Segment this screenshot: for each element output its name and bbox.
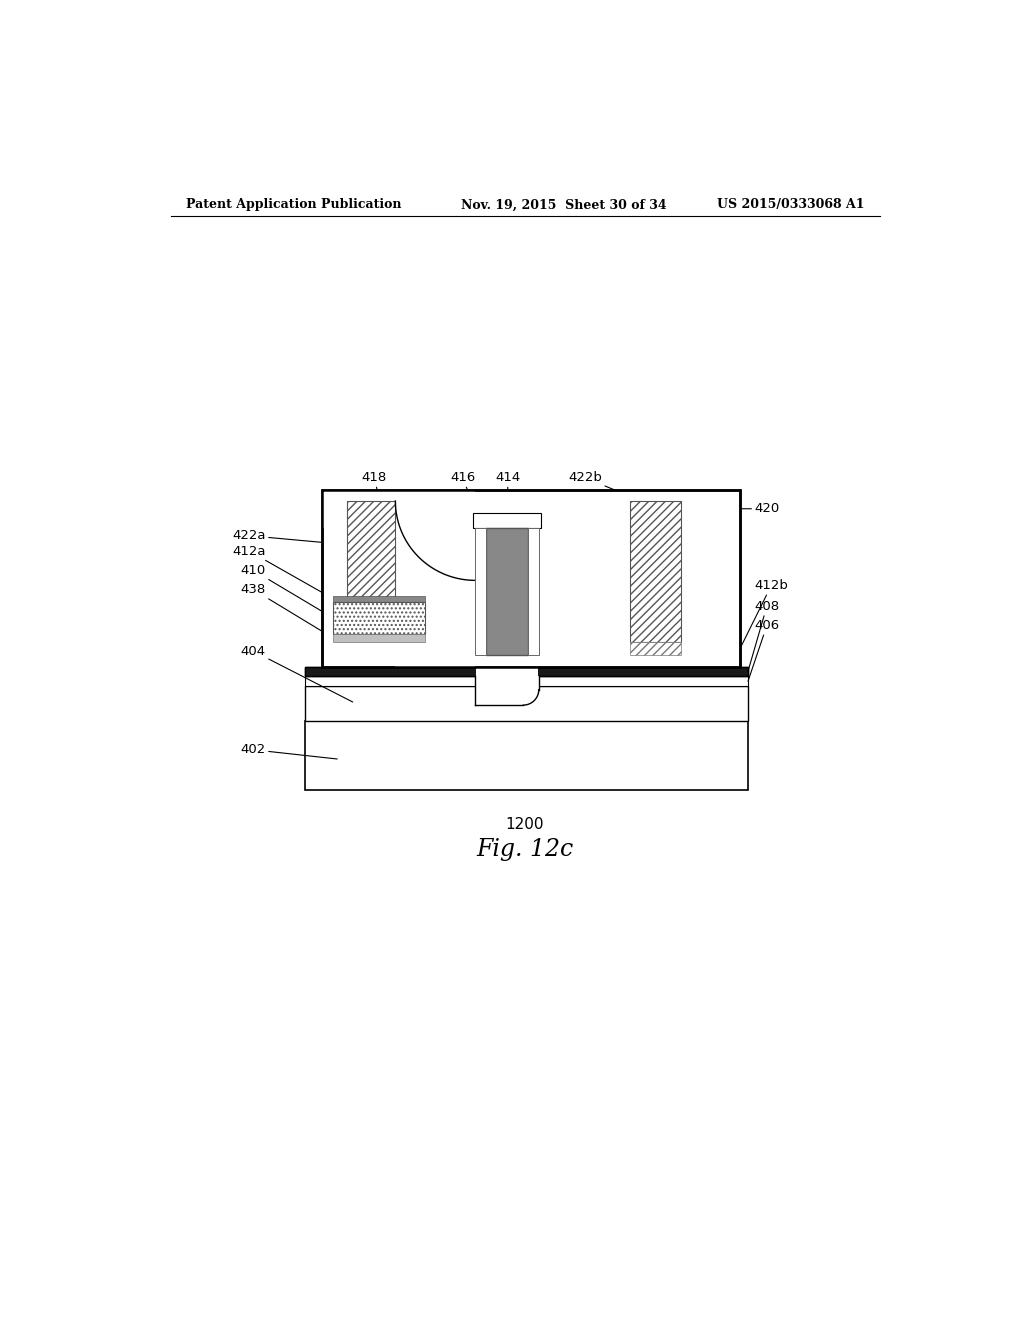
Bar (395, 502, 475, 667)
Bar (305, 667, 748, 676)
Text: 420: 420 (740, 502, 779, 515)
Text: 418: 418 (361, 471, 387, 503)
Text: 438: 438 (241, 583, 334, 638)
Bar (473, 512, 541, 528)
Text: Fig. 12c: Fig. 12c (476, 837, 573, 861)
Text: 412b: 412b (740, 579, 788, 648)
Text: Nov. 19, 2015  Sheet 30 of 34: Nov. 19, 2015 Sheet 30 of 34 (461, 198, 667, 211)
Bar (334, 602, 425, 635)
Bar (305, 721, 748, 789)
Bar (322, 490, 740, 667)
Text: 402: 402 (241, 743, 337, 759)
Text: 1200: 1200 (506, 817, 544, 832)
Text: 406: 406 (748, 619, 779, 681)
Bar (476, 667, 538, 676)
Text: 414: 414 (496, 471, 520, 515)
Bar (305, 667, 748, 676)
Text: US 2015/0333068 A1: US 2015/0333068 A1 (717, 198, 864, 211)
Bar (630, 502, 681, 642)
Text: 408: 408 (748, 601, 779, 671)
Text: Patent Application Publication: Patent Application Publication (186, 198, 401, 211)
Text: 410: 410 (241, 564, 334, 618)
Text: 416: 416 (451, 471, 477, 515)
Bar (322, 490, 475, 528)
Text: 412a: 412a (232, 545, 334, 599)
Bar (475, 676, 539, 705)
Bar (528, 528, 539, 655)
Bar (630, 642, 681, 655)
Bar (347, 502, 395, 597)
Bar (334, 635, 425, 642)
Bar (334, 595, 425, 602)
Bar (305, 686, 748, 721)
Bar (475, 528, 486, 655)
Text: 422b: 422b (568, 471, 646, 503)
Text: 422a: 422a (232, 529, 334, 544)
Bar (476, 668, 538, 675)
Bar (305, 676, 748, 686)
Bar (322, 490, 740, 667)
Text: 404: 404 (241, 644, 352, 702)
Bar (486, 528, 528, 655)
